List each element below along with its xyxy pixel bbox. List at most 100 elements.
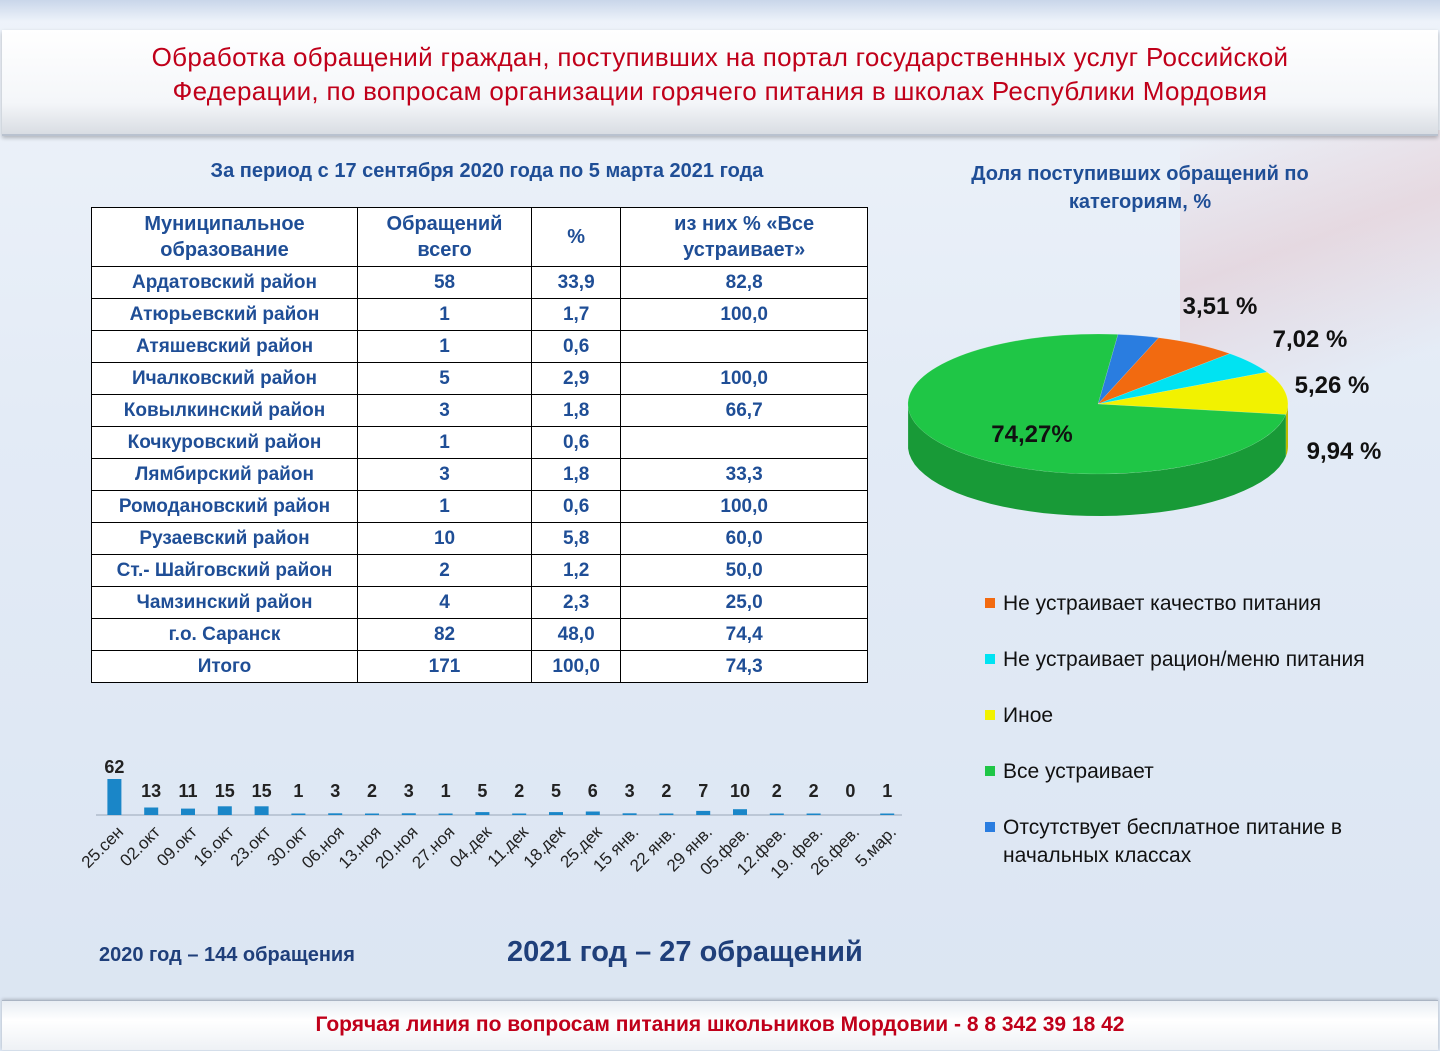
pie-slice-side xyxy=(1285,404,1288,457)
table-row: Атюрьевский район 1 1,7 100,0 xyxy=(90,298,868,331)
cell-municipality: Кочкуровский район xyxy=(90,426,359,459)
table-row: Чамзинский район 4 2,3 25,0 xyxy=(90,586,868,619)
pie-slice xyxy=(1097,371,1289,415)
footer-bar: Горячая линия по вопросам питания школьн… xyxy=(2,1000,1438,1050)
pie-slice xyxy=(1097,334,1160,405)
bar-value-label: 15 xyxy=(215,781,235,801)
top-strip xyxy=(0,0,1440,22)
bar-category-label: 25.сен xyxy=(78,822,127,871)
cell-percent: 2,3 xyxy=(530,586,622,619)
period-label: За период с 17 сентября 2020 года по 5 м… xyxy=(210,160,764,182)
bar-value-label: 3 xyxy=(625,781,635,801)
pie-label-quality: 7,02 % xyxy=(1273,326,1348,353)
table-row: Ст.- Шайговский район 2 1,2 50,0 xyxy=(90,554,868,587)
pie-label-menu: 5,26 % xyxy=(1295,372,1370,399)
charts-canvas: 3,51 %7,02 %5,26 %9,94 %74,27% 6225.сен1… xyxy=(78,293,1382,882)
pie-chart: 3,51 % 7,02 % 5,26 % 9,94 % 74,27% xyxy=(907,293,1382,516)
bar-value-label: 3 xyxy=(330,781,340,801)
legend-swatch-no-free-meals xyxy=(985,822,995,832)
bar-category-label: 5.мар. xyxy=(852,822,900,870)
cell-municipality: Ардатовский район xyxy=(90,266,359,299)
header-banner: Обработка обращений граждан, поступивших… xyxy=(2,30,1438,136)
bar-value-label: 11 xyxy=(178,781,197,801)
pie-label-other: 9,94 % xyxy=(1307,438,1382,465)
bar-value-label: 2 xyxy=(772,781,782,801)
bar-value-label: 0 xyxy=(845,781,855,801)
cell-satisfied: 82,8 xyxy=(620,266,868,299)
bar-value-label: 2 xyxy=(367,781,377,801)
cell-municipality: Рузаевский район xyxy=(90,522,359,555)
legend-swatch-satisfied xyxy=(985,766,995,776)
cell-municipality: Ст.- Шайговский район xyxy=(90,554,359,587)
bar-category-label: 09.окт xyxy=(153,822,201,870)
legend-swatch-menu xyxy=(985,654,995,664)
cell-satisfied: 100,0 xyxy=(620,362,868,395)
pie-slice-side xyxy=(908,406,1286,516)
cell-municipality: Атюрьевский район xyxy=(90,298,359,331)
bar xyxy=(549,812,563,815)
bar-value-label: 3 xyxy=(404,781,414,801)
cell-percent: 0,6 xyxy=(530,330,622,363)
cell-percent: 33,9 xyxy=(530,266,622,299)
bar-category-label: 16.окт xyxy=(190,822,238,870)
bar-value-label: 6 xyxy=(588,781,598,801)
bar-category-label: 04.дек xyxy=(446,822,496,872)
bar-value-label: 1 xyxy=(882,781,892,801)
bar xyxy=(217,806,232,815)
hotline-text: Горячая линия по вопросам питания школьн… xyxy=(315,1013,1125,1036)
column-header-percent: % xyxy=(530,207,622,267)
table-row: Ромодановский район 1 0,6 100,0 xyxy=(90,490,868,523)
bar-value-label: 15 xyxy=(252,781,272,801)
bar xyxy=(144,807,159,815)
cell-total: 82 xyxy=(357,618,532,651)
cell-percent: 48,0 xyxy=(530,618,622,651)
bar xyxy=(696,810,711,815)
legend-label-no-free-meals: Отсутствует бесплатное питание в начальн… xyxy=(1003,816,1342,867)
bar-value-label: 5 xyxy=(477,781,487,801)
table-row: Ардатовский район 58 33,9 82,8 xyxy=(90,266,868,299)
bar-value-label: 5 xyxy=(551,781,561,801)
table-row: Атяшевский район 1 0,6 xyxy=(90,330,868,363)
cell-percent: 2,9 xyxy=(530,362,622,395)
bar xyxy=(585,811,600,815)
bar xyxy=(401,813,416,815)
cell-satisfied: 100,0 xyxy=(620,298,868,331)
bar-value-label: 1 xyxy=(293,781,303,801)
table-row: г.о. Саранск 82 48,0 74,4 xyxy=(90,618,868,651)
pie-slice xyxy=(1097,337,1231,405)
bar xyxy=(659,813,674,815)
bar xyxy=(880,813,895,815)
bar-value-label: 2 xyxy=(661,781,671,801)
pie-slice xyxy=(907,333,1287,475)
bar xyxy=(328,813,343,815)
legend-swatch-quality xyxy=(985,598,995,608)
cell-municipality: г.о. Саранск xyxy=(90,618,359,651)
bar-category-label: 02.окт xyxy=(116,822,164,870)
cell-total: 58 xyxy=(357,266,532,299)
bar-value-label: 13 xyxy=(141,781,161,801)
cell-percent: 0,6 xyxy=(530,490,622,523)
bar xyxy=(181,808,195,815)
bar-value-label: 7 xyxy=(698,781,708,801)
bar-value-label: 2 xyxy=(809,781,819,801)
pie-label-no-free-meals: 3,51 % xyxy=(1183,293,1258,320)
cell-satisfied: 50,0 xyxy=(620,554,868,587)
cell-municipality: Атяшевский район xyxy=(90,330,359,363)
pie-slice xyxy=(1097,353,1268,405)
page-title-line1: Обработка обращений граждан, поступивших… xyxy=(151,42,1289,72)
year-2021-summary: 2021 год – 27 обращений xyxy=(507,936,863,968)
cell-percent: 100,0 xyxy=(530,650,622,683)
bar xyxy=(107,779,122,815)
bar xyxy=(806,813,821,815)
legend-label-satisfied: Все устраивает xyxy=(1003,760,1154,783)
cell-total: 4 xyxy=(357,586,532,619)
cell-percent: 5,8 xyxy=(530,522,622,555)
bar xyxy=(475,812,490,815)
cell-total: 10 xyxy=(357,522,532,555)
bar xyxy=(769,813,784,815)
bar xyxy=(512,813,527,815)
bar-value-label: 2 xyxy=(514,781,524,801)
cell-total: 171 xyxy=(357,650,532,683)
cell-municipality: Итого xyxy=(90,650,359,683)
municipality-table: Муниципальное образование Обращений всег… xyxy=(90,207,868,683)
